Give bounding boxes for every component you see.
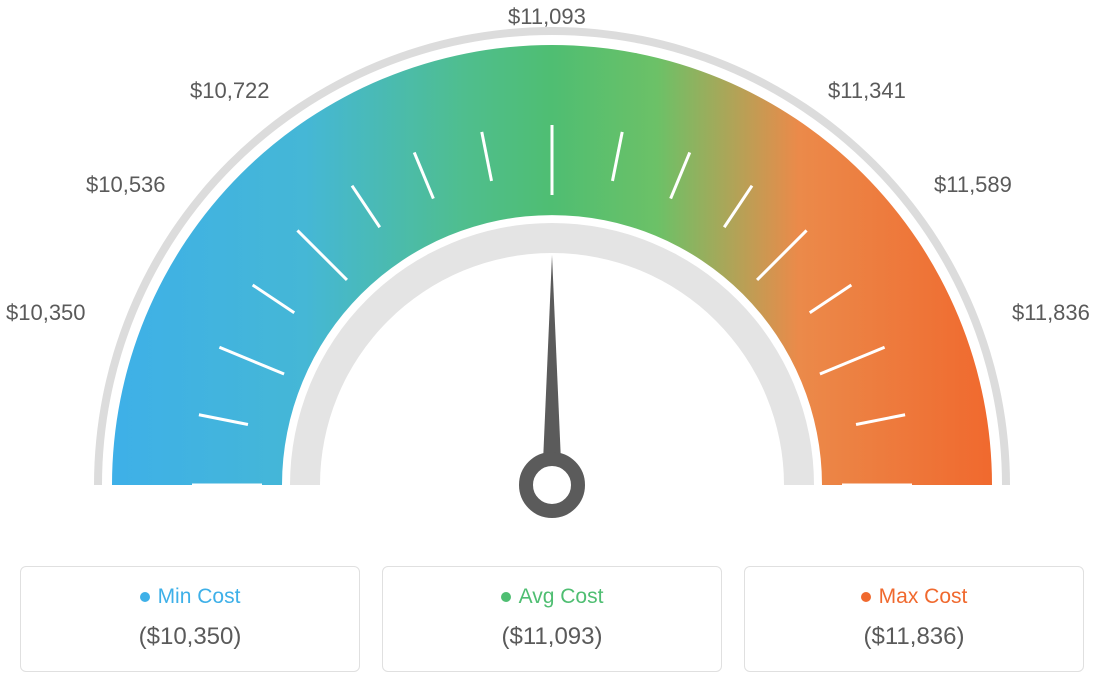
legend-title-min: Min Cost xyxy=(31,585,349,609)
gauge-tick-label: $11,341 xyxy=(828,78,906,104)
legend-title-max: Max Cost xyxy=(755,585,1073,609)
cost-gauge-widget: $10,350 $10,536 $10,722 $11,093 $11,341 $11,5… xyxy=(0,0,1104,690)
legend-label: Avg Cost xyxy=(519,585,604,609)
legend-card-max: Max Cost ($11,836) xyxy=(744,566,1084,672)
legend-row: Min Cost ($10,350) Avg Cost ($11,093) Ma… xyxy=(20,566,1084,672)
gauge-tick-label: $10,722 xyxy=(190,78,270,104)
legend-label: Max Cost xyxy=(879,585,968,609)
dot-icon xyxy=(140,592,150,602)
legend-value-min: ($10,350) xyxy=(31,623,349,651)
gauge-tick-label: $11,836 xyxy=(1012,300,1090,326)
legend-value-max: ($11,836) xyxy=(755,623,1073,651)
legend-card-avg: Avg Cost ($11,093) xyxy=(382,566,722,672)
gauge-area: $10,350 $10,536 $10,722 $11,093 $11,341 $11,5… xyxy=(0,0,1104,540)
dot-icon xyxy=(861,592,871,602)
legend-value-avg: ($11,093) xyxy=(393,623,711,651)
gauge-tick-label: $11,589 xyxy=(934,172,1012,198)
legend-card-min: Min Cost ($10,350) xyxy=(20,566,360,672)
legend-label: Min Cost xyxy=(158,585,241,609)
legend-title-avg: Avg Cost xyxy=(393,585,711,609)
dot-icon xyxy=(501,592,511,602)
gauge-svg xyxy=(0,0,1104,540)
gauge-tick-label: $10,536 xyxy=(86,172,166,198)
gauge-tick-label: $10,350 xyxy=(6,300,86,326)
gauge-tick-label: $11,093 xyxy=(508,4,586,30)
